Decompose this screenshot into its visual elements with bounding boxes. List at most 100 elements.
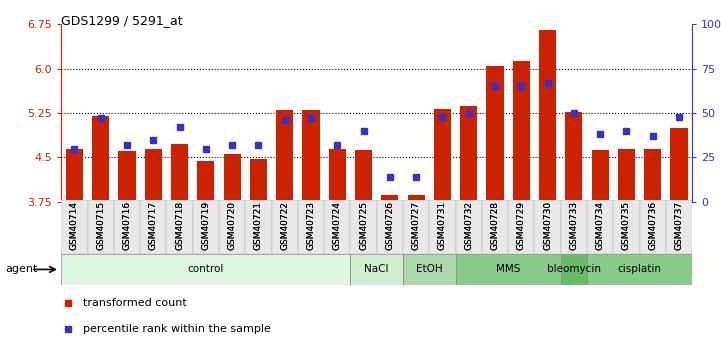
Bar (614, 200, 640, 254)
Text: GSM40725: GSM40725 (359, 201, 368, 250)
Bar (376, 200, 403, 254)
Text: GSM40730: GSM40730 (543, 201, 552, 250)
Text: GSM40720: GSM40720 (228, 201, 236, 250)
Text: GSM40736: GSM40736 (648, 201, 658, 250)
Text: GDS1299 / 5291_at: GDS1299 / 5291_at (61, 14, 183, 27)
Bar (66, 148, 83, 202)
Text: GSM40736: GSM40736 (648, 201, 658, 250)
Text: control: control (187, 265, 224, 274)
Bar (429, 200, 456, 254)
Bar (245, 200, 272, 254)
Text: GSM40718: GSM40718 (175, 201, 184, 250)
Text: GSM40719: GSM40719 (201, 201, 211, 250)
Text: GSM40718: GSM40718 (175, 201, 184, 250)
Bar (644, 148, 661, 202)
Bar (666, 200, 692, 254)
Bar (224, 155, 241, 202)
Text: GSM40728: GSM40728 (490, 201, 500, 250)
Bar (61, 200, 87, 254)
Text: GSM40727: GSM40727 (412, 201, 420, 250)
Text: GSM40732: GSM40732 (464, 201, 473, 250)
Text: cisplatin: cisplatin (618, 265, 662, 274)
Text: GSM40714: GSM40714 (70, 201, 79, 250)
Text: agent: agent (6, 265, 38, 274)
Text: GSM40715: GSM40715 (96, 201, 105, 250)
Bar (482, 200, 508, 254)
Bar (671, 128, 688, 202)
Bar (92, 116, 110, 202)
Text: GSM40732: GSM40732 (464, 201, 473, 250)
Text: GSM40735: GSM40735 (622, 201, 631, 250)
Bar (565, 112, 583, 202)
Text: GSM40723: GSM40723 (306, 201, 316, 250)
Text: GSM40714: GSM40714 (70, 201, 79, 250)
Bar (561, 200, 587, 254)
Bar (145, 148, 162, 202)
Text: MMS: MMS (496, 265, 521, 274)
Bar (587, 254, 692, 285)
Text: GSM40719: GSM40719 (201, 201, 211, 250)
Text: GSM40724: GSM40724 (333, 201, 342, 250)
Bar (219, 200, 245, 254)
Bar (114, 200, 140, 254)
Text: GSM40723: GSM40723 (306, 201, 316, 250)
Bar (381, 195, 399, 202)
Bar (407, 195, 425, 202)
Bar (198, 161, 214, 202)
Text: GSM40717: GSM40717 (149, 201, 158, 250)
Text: NaCl: NaCl (365, 265, 389, 274)
Text: GSM40720: GSM40720 (228, 201, 236, 250)
Text: GSM40728: GSM40728 (490, 201, 500, 250)
Bar (250, 159, 267, 202)
Text: GSM40735: GSM40735 (622, 201, 631, 250)
Text: percentile rank within the sample: percentile rank within the sample (83, 324, 271, 334)
Bar (167, 200, 193, 254)
Text: GSM40717: GSM40717 (149, 201, 158, 250)
Text: GSM40722: GSM40722 (280, 201, 289, 250)
Text: GSM40716: GSM40716 (123, 201, 131, 250)
Bar (487, 66, 503, 202)
Text: GSM40734: GSM40734 (596, 201, 605, 250)
Text: GSM40729: GSM40729 (517, 201, 526, 250)
Text: GSM40724: GSM40724 (333, 201, 342, 250)
Text: GSM40726: GSM40726 (385, 201, 394, 250)
Text: GSM40729: GSM40729 (517, 201, 526, 250)
Text: transformed count: transformed count (83, 298, 187, 308)
Bar (539, 30, 556, 202)
Bar (61, 254, 350, 285)
Text: GSM40715: GSM40715 (96, 201, 105, 250)
Text: GSM40730: GSM40730 (543, 201, 552, 250)
Text: GSM40737: GSM40737 (675, 201, 684, 250)
Bar (534, 200, 561, 254)
Bar (324, 200, 350, 254)
Bar (403, 254, 456, 285)
Bar (140, 200, 167, 254)
Text: bleomycin: bleomycin (547, 265, 601, 274)
Bar (298, 200, 324, 254)
Bar (303, 110, 319, 202)
Bar (592, 150, 609, 202)
Bar (618, 148, 635, 202)
Text: GSM40731: GSM40731 (438, 201, 447, 250)
Text: EtOH: EtOH (416, 265, 443, 274)
Text: GSM40734: GSM40734 (596, 201, 605, 250)
Text: GSM40727: GSM40727 (412, 201, 420, 250)
Bar (171, 144, 188, 202)
Bar (460, 107, 477, 202)
Bar (403, 200, 429, 254)
Text: GSM40721: GSM40721 (254, 201, 263, 250)
Bar (640, 200, 666, 254)
Bar (276, 110, 293, 202)
Bar (87, 200, 114, 254)
Bar (456, 254, 561, 285)
Bar (434, 109, 451, 202)
Text: GSM40716: GSM40716 (123, 201, 131, 250)
Text: GSM40721: GSM40721 (254, 201, 263, 250)
Text: GSM40737: GSM40737 (675, 201, 684, 250)
Text: GSM40733: GSM40733 (570, 201, 578, 250)
Bar (329, 148, 346, 202)
Bar (456, 200, 482, 254)
Bar (355, 150, 372, 202)
Bar (350, 200, 376, 254)
Text: GSM40733: GSM40733 (570, 201, 578, 250)
